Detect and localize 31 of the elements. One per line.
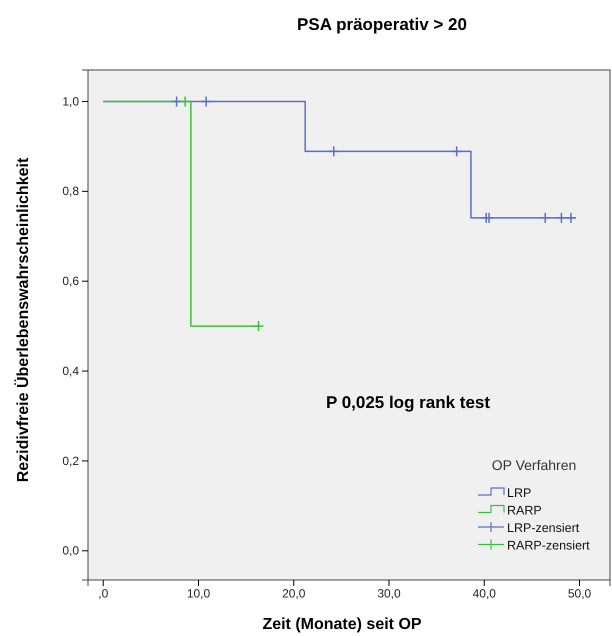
point <box>179 96 191 108</box>
x-tick-label: 50,0 <box>568 586 592 601</box>
x-tick-label: ,0 <box>98 586 109 601</box>
legend-label: RARP <box>507 504 542 518</box>
chart-title: PSA präoperativ > 20 <box>297 15 467 34</box>
y-tick-label: 0,2 <box>62 454 80 468</box>
y-tick-label: 0,0 <box>62 544 80 558</box>
legend-label: RARP-zensiert <box>507 538 590 552</box>
x-tick-label: 40,0 <box>472 586 496 601</box>
point <box>170 96 182 108</box>
point <box>200 96 212 108</box>
y-tick-label: 0,4 <box>62 364 80 378</box>
point <box>539 212 551 224</box>
x-tick-label: 20,0 <box>282 586 306 601</box>
y-tick-label: 0,8 <box>62 184 80 198</box>
annotation: P 0,025 log rank test <box>326 393 490 412</box>
y-tick-label: 1,0 <box>62 94 80 108</box>
legend-label: LRP <box>507 486 532 500</box>
x-tick-label: 30,0 <box>377 586 402 601</box>
point <box>556 212 568 224</box>
y-tick-label: 0,6 <box>62 274 80 288</box>
point <box>565 212 577 224</box>
legend-title: OP Verfahren <box>492 457 576 473</box>
legend-label: LRP-zensiert <box>507 521 580 535</box>
y-axis-title: Rezidivfreie Überlebenswahrscheinlichkeit <box>14 157 32 482</box>
point <box>252 320 264 332</box>
point <box>328 146 340 158</box>
x-axis-title: Zeit (Monate) seit OP <box>262 616 422 633</box>
point <box>450 146 462 158</box>
point <box>483 212 495 224</box>
x-tick-label: 10,0 <box>186 586 210 601</box>
